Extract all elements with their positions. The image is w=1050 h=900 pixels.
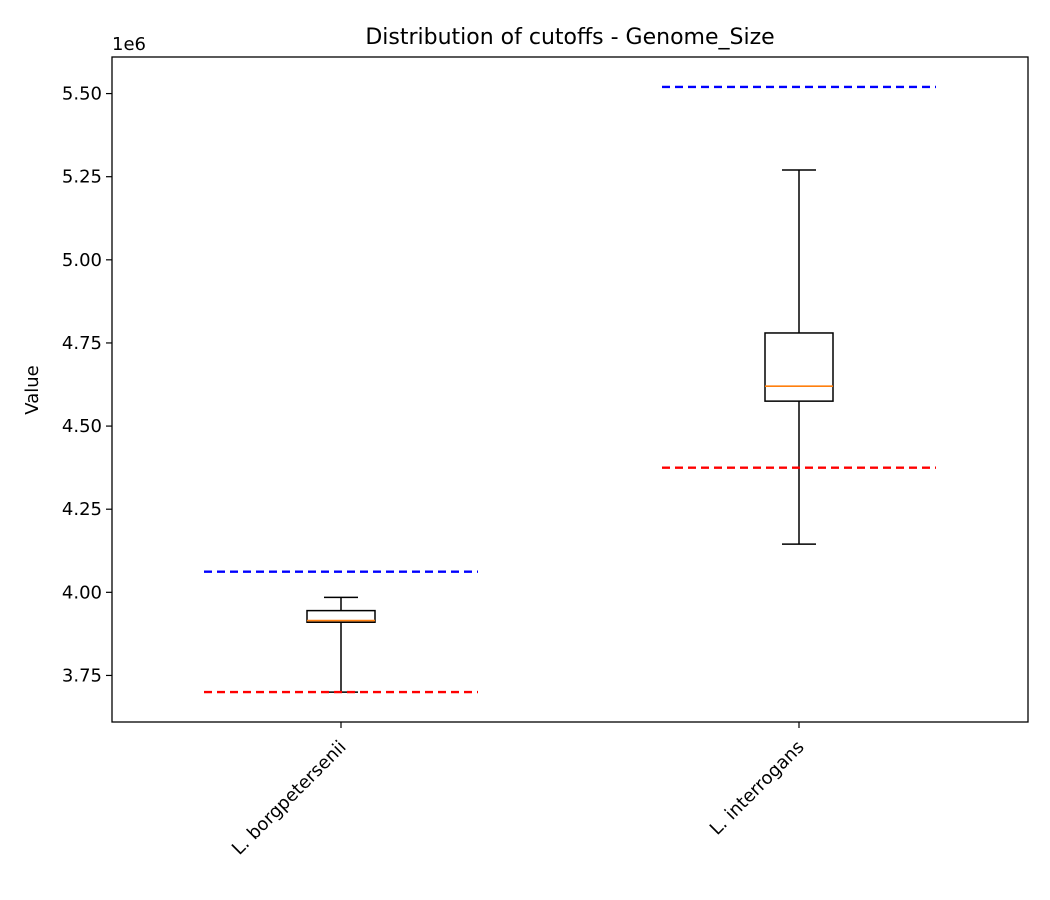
x-tick-label: L. interrogans — [706, 737, 809, 840]
y-tick-label: 4.50 — [62, 416, 102, 437]
y-axis-label: Value — [22, 365, 43, 414]
y-tick-label: 5.50 — [62, 84, 102, 105]
plot-frame — [111, 56, 1029, 723]
y-axis-offset-label: 1e6 — [112, 34, 146, 55]
box-iqr — [764, 332, 834, 402]
plot-layer: 3.75 4.00 4.25 4.50 4.75 5.00 5.25 5.50 L. borgp… — [62, 84, 936, 860]
y-tick-label: 4.25 — [62, 499, 102, 520]
box-iqr — [306, 609, 376, 623]
chart-title: Distribution of cutoffs - Genome_Size — [365, 25, 774, 50]
x-tick-label: L. borgpetersenii — [228, 737, 351, 860]
y-tick-label: 4.00 — [62, 582, 102, 603]
y-tick-label: 5.00 — [62, 250, 102, 271]
y-tick-label: 3.75 — [62, 665, 102, 686]
y-tick-label: 5.25 — [62, 167, 102, 188]
y-tick-label: 4.75 — [62, 333, 102, 354]
